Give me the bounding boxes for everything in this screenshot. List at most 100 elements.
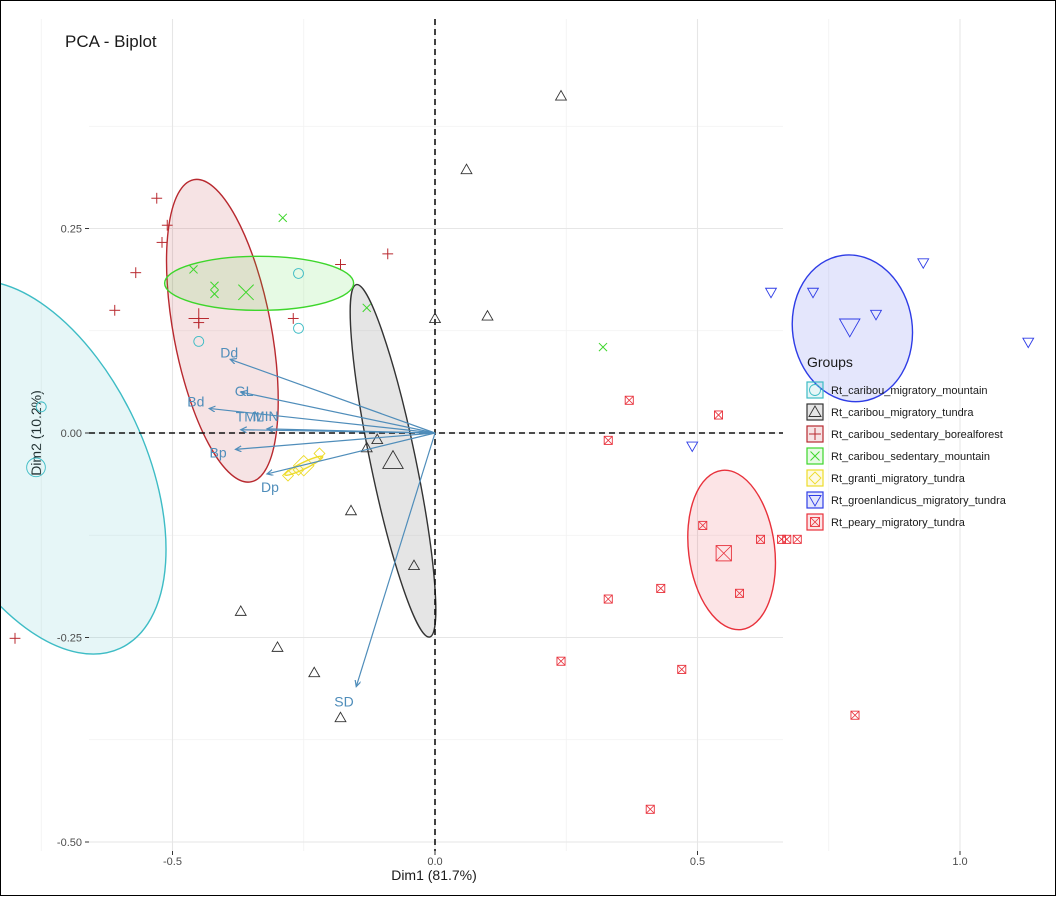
- legend-key: [806, 469, 824, 487]
- data-point: [9, 632, 21, 644]
- data-point: [35, 401, 47, 413]
- variable-label: Bp: [210, 444, 227, 460]
- data-point: [335, 259, 346, 270]
- data-point: [210, 281, 219, 291]
- data-point: [714, 410, 724, 420]
- data-point: [624, 395, 634, 405]
- data-point: [151, 192, 163, 204]
- variable-arrow: [209, 408, 436, 434]
- data-point: [362, 303, 372, 313]
- data-point: [287, 313, 299, 324]
- variable-label: MIN: [253, 408, 279, 424]
- data-point: [189, 264, 198, 274]
- data-point: [313, 447, 326, 460]
- data-point: [792, 534, 802, 544]
- variable-label: Dp: [261, 479, 279, 495]
- data-point: [382, 248, 394, 260]
- data-point: [645, 804, 655, 814]
- x-tick-label: 0.5: [690, 856, 705, 868]
- legend-label: Rt_peary_migratory_tundra: [831, 517, 966, 529]
- legend-entry: Rt_groenlandicus_migratory_tundra: [806, 491, 1007, 509]
- legend: Groups Rt_caribou_migratory_mountain Rt_c…: [806, 354, 1007, 531]
- legend-entry: Rt_caribou_migratory_tundra: [806, 403, 974, 421]
- data-point: [917, 258, 930, 270]
- legend-marker: [810, 517, 820, 527]
- variable-label: Bd: [187, 393, 204, 409]
- data-point: [806, 287, 820, 299]
- confidence-ellipse: [0, 279, 167, 655]
- group-centroid: [382, 449, 404, 469]
- data-point: [371, 433, 384, 445]
- data-point: [554, 89, 568, 101]
- data-point: [764, 287, 778, 299]
- data-point: [603, 594, 613, 604]
- data-point: [735, 588, 745, 598]
- legend-entry: Rt_caribou_sedentary_borealforest: [806, 425, 1003, 443]
- variable-label: Dd: [220, 344, 238, 360]
- data-point: [850, 710, 860, 720]
- legend-key: [806, 403, 824, 421]
- data-point: [428, 312, 442, 323]
- legend-marker: [809, 384, 821, 396]
- group-centroid: [838, 318, 861, 338]
- legend-label: Rt_caribou_migratory_tundra: [831, 407, 974, 419]
- confidence-ellipse: [163, 255, 355, 311]
- data-point: [360, 441, 373, 453]
- data-point: [334, 711, 347, 723]
- data-point: [556, 656, 566, 666]
- legend-label: Rt_caribou_migratory_mountain: [831, 385, 988, 397]
- x-tick-label: 1.0: [952, 856, 967, 868]
- data-point: [234, 605, 247, 616]
- legend-label: Rt_granti_migratory_tundra: [831, 473, 966, 485]
- variable-arrow: [267, 432, 436, 474]
- data-point: [698, 520, 708, 530]
- data-point: [756, 534, 766, 544]
- data-point: [278, 213, 288, 223]
- group-centroid: [715, 545, 732, 562]
- x-tick-label: -0.5: [163, 856, 182, 868]
- confidence-ellipse: [165, 178, 279, 483]
- reference-lines: [89, 19, 783, 851]
- data-point: [271, 641, 284, 652]
- data-point: [293, 268, 304, 279]
- legend-marker: [808, 405, 822, 417]
- y-tick-label: 0.25: [61, 224, 82, 236]
- data-point: [161, 219, 173, 231]
- data-point: [344, 504, 358, 516]
- y-tick-label: 0.00: [61, 428, 82, 440]
- confidence-ellipse: [349, 283, 437, 638]
- y-tick-label: -0.25: [57, 633, 82, 645]
- legend-label: Rt_caribou_sedentary_mountain: [831, 451, 990, 463]
- legend-entry: Rt_caribou_migratory_mountain: [806, 381, 988, 399]
- legend-label: Rt_groenlandicus_migratory_tundra: [831, 495, 1007, 507]
- variable-label: TML: [236, 409, 264, 425]
- data-point: [782, 534, 792, 544]
- x-tick-label: 0.0: [427, 856, 442, 868]
- legend-marker: [810, 451, 820, 461]
- y-tick-label: -0.50: [57, 837, 82, 849]
- data-point: [130, 267, 142, 279]
- data-point: [292, 463, 305, 476]
- data-point: [156, 237, 168, 248]
- data-point: [656, 583, 666, 593]
- group-centroid: [292, 454, 315, 477]
- group-centroid: [237, 284, 255, 301]
- point-layer: [9, 89, 1035, 814]
- group-centroid: [26, 457, 46, 478]
- data-point: [481, 309, 494, 321]
- variable-arrow: [241, 392, 436, 434]
- legend-label: Rt_caribou_sedentary_borealforest: [831, 429, 1003, 441]
- data-point: [869, 309, 883, 321]
- data-point: [109, 304, 121, 316]
- group-centroid: [188, 308, 209, 329]
- data-point: [193, 335, 205, 347]
- variable-arrow: [230, 359, 436, 434]
- legend-title: Groups: [807, 354, 853, 370]
- legend-marker: [808, 495, 822, 507]
- variable-label: SD: [334, 694, 353, 710]
- variable-arrow: [236, 432, 436, 449]
- variable-label: GL: [235, 383, 254, 399]
